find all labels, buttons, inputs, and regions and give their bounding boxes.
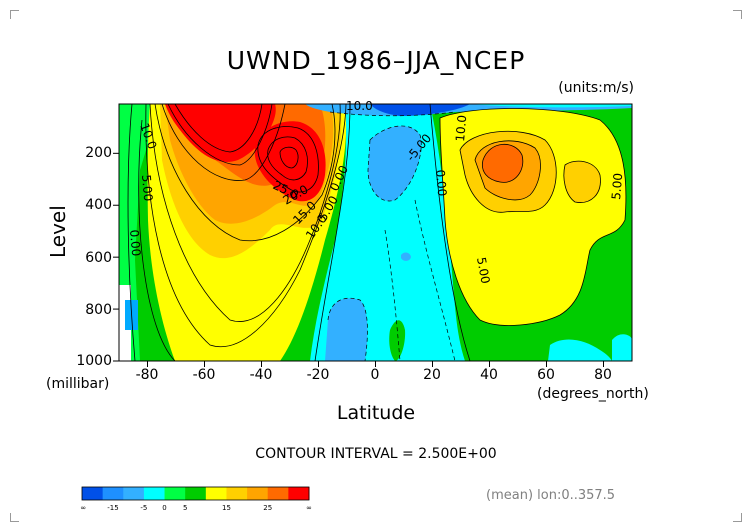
x-tick-label: 60	[537, 367, 555, 383]
colorbar-tick-label: -5	[140, 504, 147, 512]
contour-label: 10.0	[453, 114, 469, 142]
chart-title: UWND_1986–JJA_NCEP	[226, 46, 526, 75]
colorbar-cell	[123, 487, 145, 500]
corner-mark-top-left	[10, 10, 19, 19]
y-axis-label-wrap: Level	[46, 205, 76, 318]
colorbar-cell	[247, 487, 269, 500]
y-tick-marks	[113, 152, 119, 362]
colorbar-tick-label: -∞	[80, 504, 86, 512]
colorbar: -∞ -15 -5 0 5 15 25 ∞	[80, 486, 312, 512]
x-axis-label: Latitude	[336, 402, 416, 424]
y-tick-label: 800	[85, 302, 112, 318]
colorbar-labels: -∞ -15 -5 0 5 15 25 ∞	[80, 504, 312, 512]
colorbar-cell	[102, 487, 124, 500]
y-tick-label: 600	[85, 250, 112, 266]
colorbar-cell	[82, 487, 104, 500]
mean-lon-note: (mean) lon:0..357.5	[486, 488, 616, 503]
contour-fill-layers	[119, 104, 632, 361]
contour-label: 0.00	[433, 169, 449, 197]
x-tick-marks	[147, 361, 604, 367]
colorbar-frame	[81, 486, 310, 501]
colorbar-tick-label: -15	[107, 504, 118, 512]
colorbar-tick-label: ∞	[306, 504, 312, 512]
x-tick-label: 80	[594, 367, 612, 383]
y-axis-label: Level	[46, 205, 70, 258]
x-tick-label: 0	[370, 367, 380, 383]
x-tick-label: 20	[423, 367, 441, 383]
colorbar-tick-label: 5	[183, 504, 187, 512]
contour-interval-text: CONTOUR INTERVAL = 2.500E+00	[255, 446, 497, 462]
contour-label: 5.00	[474, 256, 492, 285]
contour-lines	[127, 104, 627, 361]
colorbar-cells	[82, 487, 310, 500]
negative-contour-lines	[327, 111, 456, 361]
colorbar-cell	[205, 487, 227, 500]
x-tick-label: -60	[192, 367, 216, 383]
x-tick-label: -40	[249, 367, 273, 383]
colorbar-cell	[288, 487, 310, 500]
colorbar-cell	[164, 487, 186, 500]
x-tick-label: -20	[306, 367, 330, 383]
colorbar-tick-label: 0	[162, 504, 166, 512]
corner-mark-bottom-left	[10, 513, 19, 522]
colorbar-tick-label: 15	[222, 504, 231, 512]
colorbar-cell	[143, 487, 166, 500]
colorbar-cell	[226, 487, 248, 500]
y-tick-label: 400	[85, 197, 112, 213]
contour-label: 10.0	[346, 99, 373, 113]
units-note: (units:m/s)	[558, 80, 634, 96]
y-tick-label: 1000	[76, 353, 112, 369]
corner-mark-bottom-right	[733, 513, 742, 522]
x-tick-label: -80	[135, 367, 159, 383]
y-axis-units: (millibar)	[46, 376, 110, 392]
contour-label: 5.00	[139, 174, 155, 202]
colorbar-cell	[267, 487, 289, 500]
corner-mark-top-right	[733, 10, 742, 19]
contour-label: 0.00	[127, 229, 143, 257]
colorbar-cell	[185, 487, 207, 500]
contour-label: 5.00	[609, 172, 625, 200]
colorbar-tick-label: 25	[263, 504, 272, 512]
x-tick-label: 40	[480, 367, 498, 383]
y-tick-label: 200	[85, 145, 112, 161]
x-axis-units: (degrees_north)	[537, 386, 649, 402]
